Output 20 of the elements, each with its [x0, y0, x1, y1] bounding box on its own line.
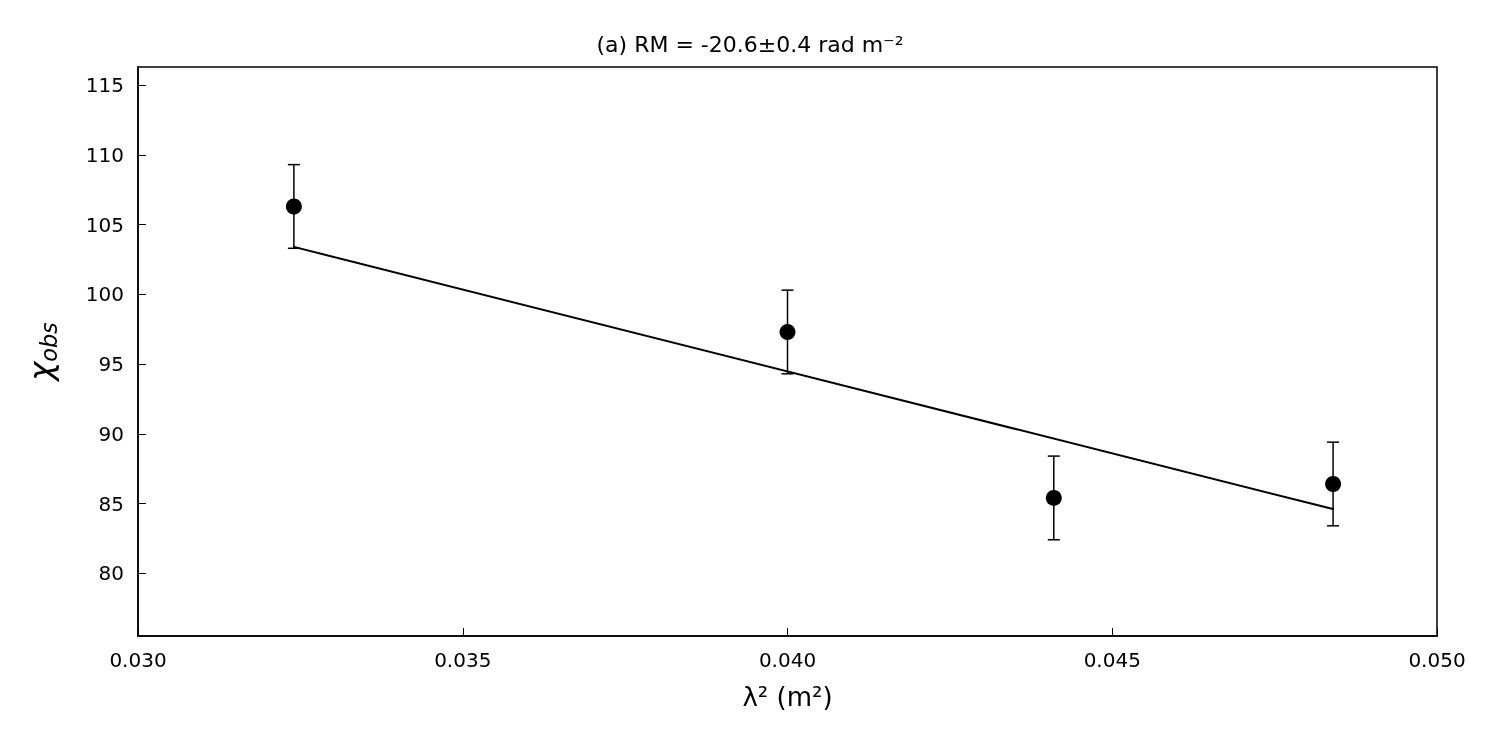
y-axis-title: χobs [22, 321, 62, 383]
y-tick-label: 90 [98, 421, 124, 446]
y-tick-label: 100 [85, 282, 124, 307]
x-tick-label: 0.035 [434, 648, 492, 672]
point [1045, 489, 1062, 506]
point [1325, 475, 1342, 492]
y-tick-label: 110 [85, 142, 124, 167]
y-tick-label: 95 [98, 352, 124, 377]
y-tick-label: 80 [98, 561, 124, 586]
x-tick-label: 0.050 [1408, 648, 1466, 672]
point [779, 323, 796, 340]
x-axis-title: λ² (m²) [742, 682, 833, 712]
y-tick-label: 105 [85, 212, 124, 237]
y-tick-label: 115 [85, 73, 124, 98]
x-tick-label: 0.030 [109, 648, 167, 672]
x-tick-label: 0.045 [1083, 648, 1141, 672]
x-tick-label: 0.040 [758, 648, 817, 672]
y-tick-label: 85 [98, 491, 124, 516]
point [285, 198, 302, 215]
chart-title: (a) RM = -20.6±0.4 rad m⁻² [596, 31, 904, 57]
